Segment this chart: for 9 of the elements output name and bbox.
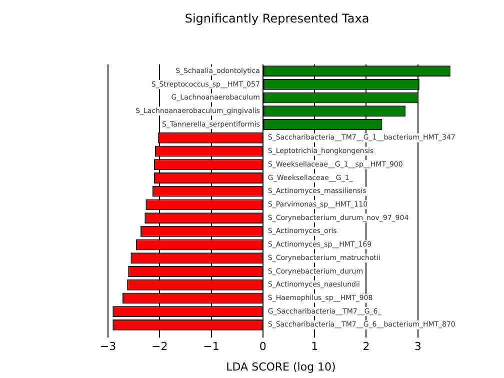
x-tick-label: 0 <box>259 340 266 354</box>
x-tick-label: 1 <box>311 340 318 354</box>
x-axis-title: LDA SCORE (log 10) <box>226 360 336 374</box>
x-tick-label: 3 <box>414 340 422 354</box>
x-tick-label: −3 <box>100 340 116 354</box>
x-tick-label: −2 <box>152 340 168 354</box>
x-tick-label: 2 <box>362 340 370 354</box>
x-tick-label: −1 <box>203 340 220 354</box>
chart-title: Significantly Represented Taxa <box>184 11 370 26</box>
